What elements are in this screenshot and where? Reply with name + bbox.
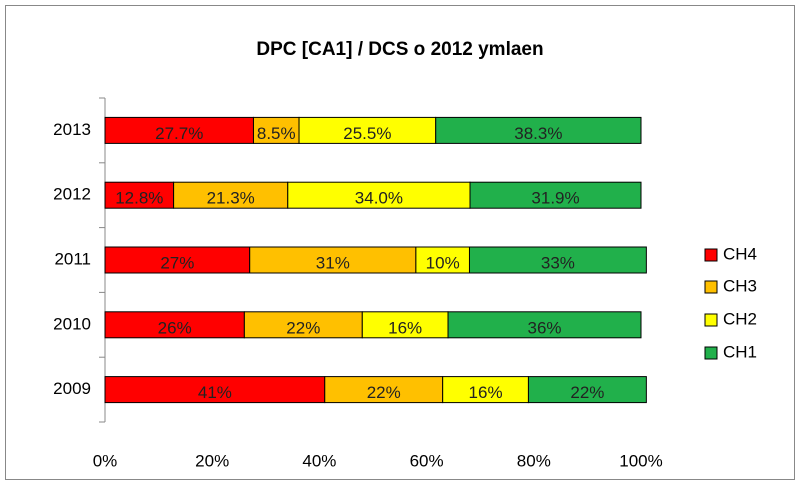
- x-tick-label: 20%: [195, 451, 229, 470]
- legend-label: CH3: [723, 276, 757, 295]
- value-label: 26%: [158, 318, 192, 337]
- legend-swatch: [704, 248, 718, 262]
- x-tick-label: 80%: [517, 451, 551, 470]
- bar-segment: [104, 181, 175, 209]
- value-label: 41%: [198, 383, 232, 402]
- value-label: 10%: [426, 253, 460, 272]
- value-label: 21.3%: [207, 189, 255, 208]
- bar-segment: [173, 181, 289, 209]
- bar-segment: [435, 116, 642, 144]
- value-label: 22%: [570, 383, 604, 402]
- legend-label: CH2: [723, 309, 757, 328]
- y-tick-label: 2013: [53, 120, 91, 139]
- legend-swatch: [704, 313, 718, 327]
- value-label: 36%: [528, 318, 562, 337]
- value-label: 27.7%: [155, 124, 203, 143]
- legend-swatch: [704, 346, 718, 360]
- x-tick-label: 0%: [93, 451, 118, 470]
- value-label: 8.5%: [257, 124, 296, 143]
- bar-segment: [104, 311, 245, 339]
- x-tick-label: 60%: [410, 451, 444, 470]
- bar-segment: [104, 246, 251, 274]
- value-label: 31%: [316, 253, 350, 272]
- legend-label: CH4: [723, 244, 757, 263]
- bar-segment: [243, 311, 363, 339]
- value-label: 27%: [160, 253, 194, 272]
- value-label: 34.0%: [355, 189, 403, 208]
- x-tick-label: 40%: [302, 451, 336, 470]
- legend-swatch: [704, 280, 718, 294]
- value-label: 38.3%: [514, 124, 562, 143]
- bar-segment: [415, 246, 470, 274]
- y-tick-label: 2009: [53, 379, 91, 398]
- bar-segment: [447, 311, 642, 339]
- bar-segment: [469, 181, 642, 209]
- y-tick-label: 2010: [53, 314, 91, 333]
- bar-segment: [324, 376, 444, 404]
- chart-border: [5, 5, 795, 480]
- value-label: 31.9%: [531, 189, 579, 208]
- value-label: 22%: [367, 383, 401, 402]
- bar-segment: [468, 246, 647, 274]
- bar-segment: [104, 376, 326, 404]
- value-label: 16%: [469, 383, 503, 402]
- y-tick-label: 2011: [54, 249, 91, 268]
- value-label: 16%: [388, 318, 422, 337]
- value-label: 22%: [286, 318, 320, 337]
- x-tick-label: 100%: [619, 451, 662, 470]
- value-label: 33%: [541, 253, 575, 272]
- bar-segment: [527, 376, 647, 404]
- bar-segment: [442, 376, 529, 404]
- chart-title: DPC [CA1] / DCS o 2012 ymlaen: [256, 39, 543, 60]
- bar-segment: [298, 116, 437, 144]
- value-label: 25.5%: [343, 124, 391, 143]
- value-label: 12.8%: [115, 189, 163, 208]
- y-tick-label: 2012: [53, 185, 91, 204]
- legend-label: CH1: [723, 342, 757, 361]
- bar-segment: [104, 116, 254, 144]
